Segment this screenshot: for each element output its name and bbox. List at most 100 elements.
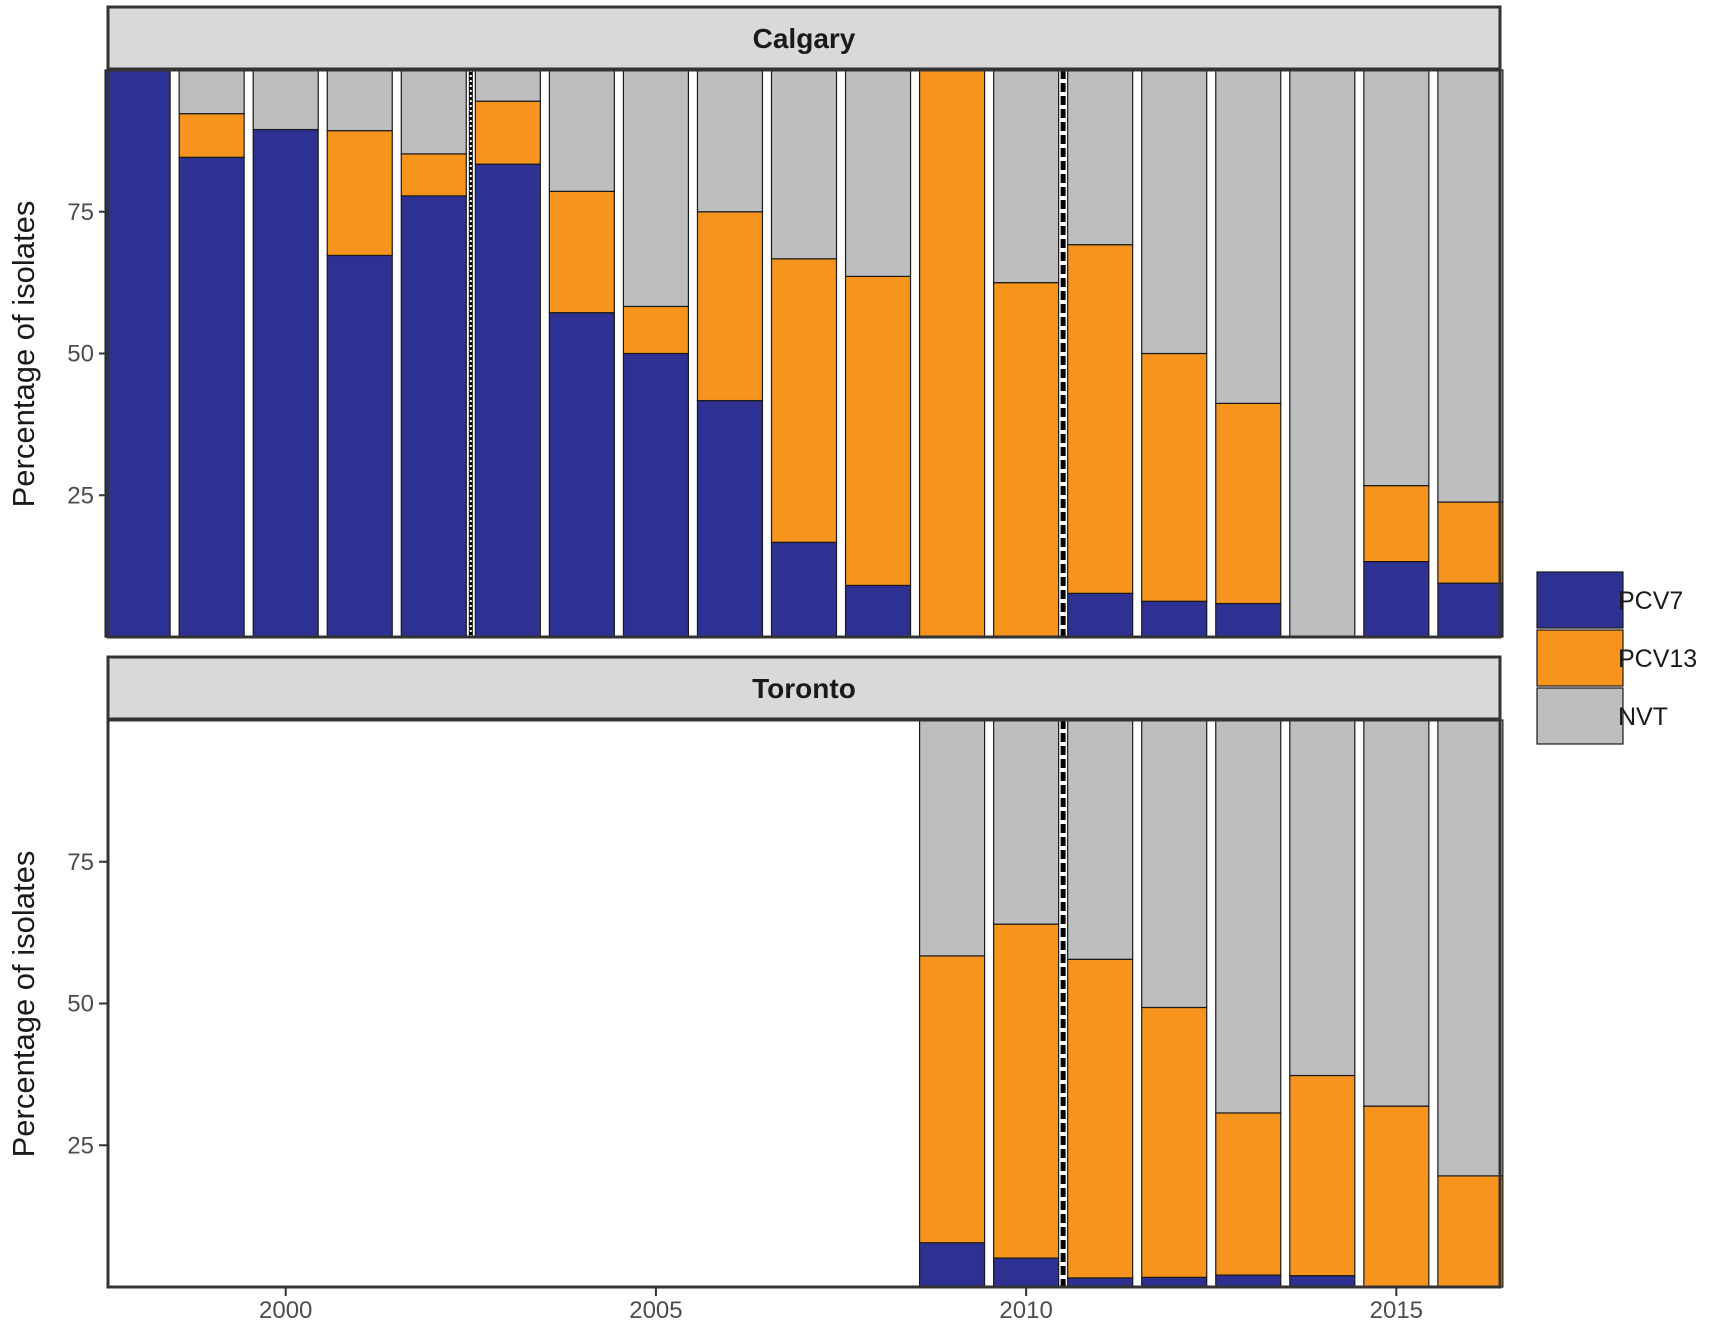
bar-calgary-2011-nvt: [1067, 69, 1134, 246]
y-tick-label-toronto-75: 75: [67, 849, 94, 876]
bar-calgary-2005-nvt: [622, 69, 690, 308]
x-tick-label-2005: 2005: [629, 1297, 682, 1324]
y-axis-toronto: 25 50 75: [67, 849, 108, 1159]
legend-key-pcv13: [1536, 629, 1624, 687]
bar-calgary-2004-pcv7: [548, 312, 615, 638]
bar-calgary-2008-pcv7: [844, 584, 912, 638]
legend-label-pcv13: PCV13: [1618, 645, 1697, 673]
y-tick-label-calgary-25: 25: [67, 482, 94, 509]
bar-calgary-2011-pcv7: [1067, 592, 1134, 638]
legend-key-nvt: [1536, 687, 1624, 745]
panel-title-toronto: Toronto: [752, 673, 856, 704]
bar-calgary-2008-nvt: [844, 69, 912, 277]
bar-toronto-2013-pcv7: [1215, 1274, 1282, 1288]
y-axis-label-toronto: Percentage of isolates: [6, 851, 41, 1158]
strip-calgary: [106, 5, 1502, 71]
bar-calgary-1999-nvt: [178, 69, 245, 115]
y-tick-label-calgary-75: 75: [67, 199, 94, 226]
bar-calgary-2016-pcv13: [1437, 501, 1504, 584]
bar-calgary-2015-pcv13: [1363, 485, 1430, 563]
bar-calgary-2001-pcv13: [326, 130, 393, 257]
legend: PCV7 PCV13 NVT: [1536, 571, 1697, 745]
bar-calgary-2007-pcv13: [770, 258, 838, 543]
bar-calgary-2010-pcv13: [993, 282, 1060, 638]
bar-toronto-2010-pcv7: [993, 1257, 1060, 1288]
legend-label-nvt: NVT: [1618, 703, 1668, 731]
bar-calgary-1998-pcv7: [104, 69, 171, 638]
bar-calgary-2012-pcv7: [1141, 600, 1208, 638]
panel-toronto: Toronto 25 50 75 Percentage of isolates: [6, 655, 1504, 1289]
x-axis: 2000 2005 2010 2015: [259, 1287, 1423, 1324]
bar-calgary-2007-pcv7: [770, 541, 838, 638]
bar-toronto-2013-pcv13: [1215, 1112, 1282, 1276]
bar-toronto-2012-pcv13: [1141, 1006, 1208, 1278]
x-tick-label-2010: 2010: [999, 1297, 1052, 1324]
bar-calgary-2006-pcv13: [696, 211, 764, 402]
bar-toronto-2014-pcv13: [1289, 1074, 1356, 1277]
y-tick-label-toronto-25: 25: [67, 1132, 94, 1159]
bar-calgary-2000-pcv7: [252, 128, 319, 638]
bar-toronto-2014-pcv7: [1289, 1275, 1356, 1288]
bar-calgary-2005-pcv13: [622, 305, 690, 355]
bar-toronto-2016-pcv13: [1437, 1175, 1504, 1288]
bar-calgary-2002-pcv7: [400, 195, 467, 638]
bars-toronto: [918, 719, 1504, 1288]
legend-key-pcv7: [1536, 571, 1624, 629]
bar-calgary-2012-pcv13: [1141, 352, 1208, 602]
bar-toronto-2011-pcv13: [1067, 958, 1134, 1279]
x-tick-label-2015: 2015: [1370, 1297, 1423, 1324]
bar-calgary-2002-nvt: [400, 69, 467, 155]
bar-calgary-2003-pcv7: [474, 163, 541, 638]
y-tick-label-toronto-50: 50: [67, 991, 94, 1018]
bar-toronto-2009-pcv7: [918, 1242, 986, 1288]
panel-frame-toronto: [106, 718, 1502, 1289]
bar-calgary-2012-nvt: [1141, 69, 1208, 355]
bar-toronto-2016-nvt: [1437, 719, 1504, 1177]
bar-calgary-2013-pcv7: [1215, 602, 1282, 638]
bars-calgary: [104, 69, 1504, 638]
bar-calgary-2004-nvt: [548, 69, 615, 192]
bar-calgary-2001-pcv7: [326, 254, 393, 638]
bar-calgary-2013-pcv13: [1215, 402, 1282, 605]
bar-calgary-2015-nvt: [1363, 69, 1430, 487]
bar-calgary-2003-nvt: [474, 69, 541, 102]
bar-calgary-2005-pcv7: [622, 352, 690, 638]
bar-toronto-2009-nvt: [918, 719, 986, 957]
y-tick-label-calgary-50: 50: [67, 341, 94, 368]
bar-calgary-2002-pcv13: [400, 153, 467, 197]
bar-toronto-2011-nvt: [1067, 719, 1134, 960]
x-tick-label-2000: 2000: [259, 1297, 312, 1324]
bar-toronto-2009-pcv13: [918, 955, 986, 1244]
bar-toronto-2013-nvt: [1215, 719, 1282, 1114]
bar-toronto-2014-nvt: [1289, 719, 1356, 1077]
bar-calgary-2006-nvt: [696, 69, 764, 213]
bar-calgary-2015-pcv7: [1363, 560, 1430, 638]
bar-calgary-2000-nvt: [252, 69, 319, 131]
bar-calgary-2006-pcv7: [696, 399, 764, 638]
bar-toronto-2015-pcv13: [1363, 1105, 1430, 1288]
bar-calgary-2011-pcv13: [1067, 244, 1134, 594]
bar-calgary-2014-nvt: [1289, 69, 1356, 638]
bar-calgary-2008-pcv13: [844, 275, 912, 587]
bar-calgary-2009-pcv13: [918, 69, 986, 638]
bar-calgary-2001-nvt: [326, 69, 393, 132]
panel-title-calgary: Calgary: [753, 23, 856, 54]
legend-label-pcv7: PCV7: [1618, 587, 1683, 615]
y-axis-calgary: 25 50 75: [67, 199, 108, 509]
panel-frame-calgary: [106, 68, 1502, 639]
bar-toronto-2010-pcv13: [993, 923, 1060, 1259]
panel-calgary: Calgary 25 50 75 Percentage of isolates: [6, 5, 1504, 639]
bar-calgary-2003-pcv13: [474, 100, 541, 165]
bar-calgary-1999-pcv13: [178, 113, 245, 158]
bar-calgary-2004-pcv13: [548, 190, 615, 314]
vlines-calgary: [468, 70, 1067, 637]
bar-calgary-2010-nvt: [993, 69, 1060, 284]
bar-calgary-2016-nvt: [1437, 69, 1504, 503]
bar-calgary-2016-pcv7: [1437, 582, 1504, 638]
bar-calgary-2007-nvt: [770, 69, 838, 260]
bar-toronto-2010-nvt: [993, 719, 1060, 925]
y-axis-label-calgary: Percentage of isolates: [6, 201, 41, 508]
bar-calgary-1999-pcv7: [178, 156, 245, 638]
bar-toronto-2012-nvt: [1141, 719, 1208, 1009]
